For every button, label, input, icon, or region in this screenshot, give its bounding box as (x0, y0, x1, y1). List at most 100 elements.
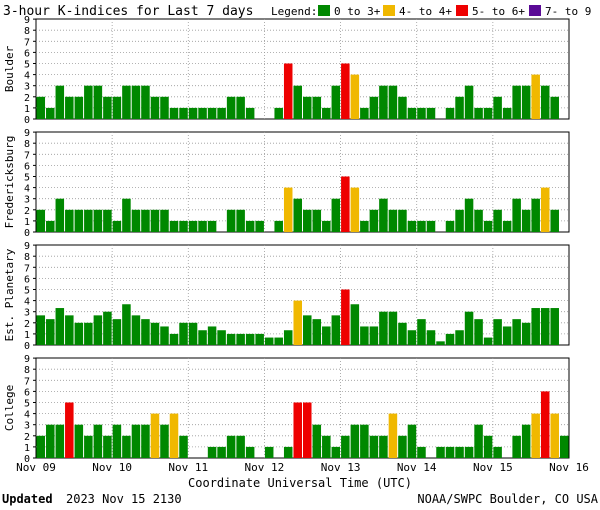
bar-0-45 (464, 85, 474, 119)
y-tick-0-5: 5 (24, 60, 30, 71)
y-tick-2-1: 1 (24, 330, 30, 341)
bar-3-2 (55, 424, 65, 458)
bar-2-25 (274, 337, 283, 345)
bar-1-9 (122, 198, 131, 232)
bar-1-43 (445, 220, 455, 232)
y-tick-2-7: 7 (24, 263, 30, 274)
bar-2-45 (464, 311, 474, 345)
y-tick-1-1: 1 (24, 217, 30, 228)
legend-swatch-3 (529, 5, 541, 16)
bar-1-31 (331, 198, 341, 232)
bar-3-51 (521, 424, 531, 458)
bar-0-26 (283, 63, 293, 119)
bar-3-5 (84, 435, 93, 458)
bar-3-24 (264, 446, 274, 458)
bar-1-32 (341, 176, 350, 232)
bar-2-23 (255, 333, 264, 345)
bar-1-25 (274, 220, 283, 232)
bar-3-1 (46, 424, 55, 458)
y-tick-2-9: 9 (24, 241, 30, 252)
bar-1-29 (312, 209, 322, 232)
bar-3-13 (160, 424, 169, 458)
bar-2-40 (417, 319, 426, 345)
x-tick-1: Nov 10 (92, 461, 132, 474)
bar-2-53 (540, 308, 550, 345)
bar-0-35 (369, 96, 379, 119)
bar-1-4 (74, 209, 84, 232)
bar-3-7 (103, 435, 112, 458)
legend-swatch-0 (318, 5, 330, 16)
bar-2-14 (169, 333, 179, 345)
series-label-1: Fredericksburg (3, 136, 16, 229)
bar-1-41 (426, 220, 436, 232)
bar-2-19 (217, 330, 226, 345)
bar-3-4 (74, 424, 84, 458)
bar-0-12 (150, 96, 160, 119)
x-tick-0: Nov 09 (16, 461, 56, 474)
bar-2-51 (521, 322, 531, 345)
panel-frame-0 (35, 18, 570, 120)
bar-2-50 (512, 319, 521, 345)
y-tick-3-6: 6 (24, 387, 30, 398)
y-tick-3-5: 5 (24, 399, 30, 410)
bar-3-48 (493, 446, 502, 458)
y-tick-2-5: 5 (24, 286, 30, 297)
bar-2-34 (360, 326, 369, 345)
bar-3-33 (350, 424, 360, 458)
bar-3-53 (540, 391, 550, 458)
bar-0-17 (198, 107, 207, 119)
bar-1-1 (46, 220, 55, 232)
x-tick-6: Nov 15 (473, 461, 513, 474)
bar-1-35 (369, 209, 379, 232)
y-tick-3-4: 4 (24, 410, 30, 421)
bar-0-15 (179, 107, 188, 119)
x-tick-3: Nov 12 (245, 461, 285, 474)
bar-0-4 (74, 96, 84, 119)
bar-2-30 (322, 326, 331, 345)
y-tick-1-2: 2 (24, 206, 30, 217)
bar-1-46 (474, 209, 483, 232)
bar-2-21 (236, 333, 245, 345)
y-tick-1-8: 8 (24, 139, 30, 150)
bar-1-27 (293, 198, 302, 232)
legend-entry-0: 0 to 3+ (334, 5, 381, 18)
y-tick-1-9: 9 (24, 128, 30, 139)
bar-3-52 (531, 413, 540, 458)
bar-3-26 (283, 446, 293, 458)
series-label-2: Est. Planetary (3, 248, 16, 341)
bar-1-28 (303, 209, 312, 232)
series-label-0: Boulder (3, 45, 16, 92)
bar-0-16 (188, 107, 198, 119)
y-tick-0-9: 9 (24, 15, 30, 26)
bar-0-10 (131, 85, 141, 119)
y-tick-2-4: 4 (24, 297, 30, 308)
bar-0-32 (341, 63, 350, 119)
bar-1-30 (322, 220, 331, 232)
bar-1-52 (531, 198, 540, 232)
bar-2-15 (179, 322, 188, 345)
y-tick-0-6: 6 (24, 48, 30, 59)
bar-1-22 (245, 220, 255, 232)
bar-0-34 (360, 107, 369, 119)
bar-2-35 (369, 326, 379, 345)
bar-3-38 (398, 435, 407, 458)
bar-1-23 (255, 220, 264, 232)
bar-0-53 (540, 85, 550, 119)
y-tick-1-7: 7 (24, 150, 30, 161)
bar-2-39 (407, 330, 417, 345)
bar-3-30 (322, 435, 331, 458)
bar-3-10 (131, 424, 141, 458)
bar-1-34 (360, 220, 369, 232)
bar-3-50 (512, 435, 521, 458)
panel-frame-3 (35, 357, 570, 459)
bar-2-44 (455, 330, 464, 345)
bar-0-14 (169, 107, 179, 119)
bar-2-22 (245, 333, 255, 345)
bar-2-6 (93, 315, 103, 345)
footer-updated-label: Updated (2, 492, 53, 506)
bar-0-2 (55, 85, 65, 119)
bar-1-7 (103, 209, 112, 232)
bar-0-5 (84, 85, 93, 119)
bar-3-31 (331, 446, 341, 458)
